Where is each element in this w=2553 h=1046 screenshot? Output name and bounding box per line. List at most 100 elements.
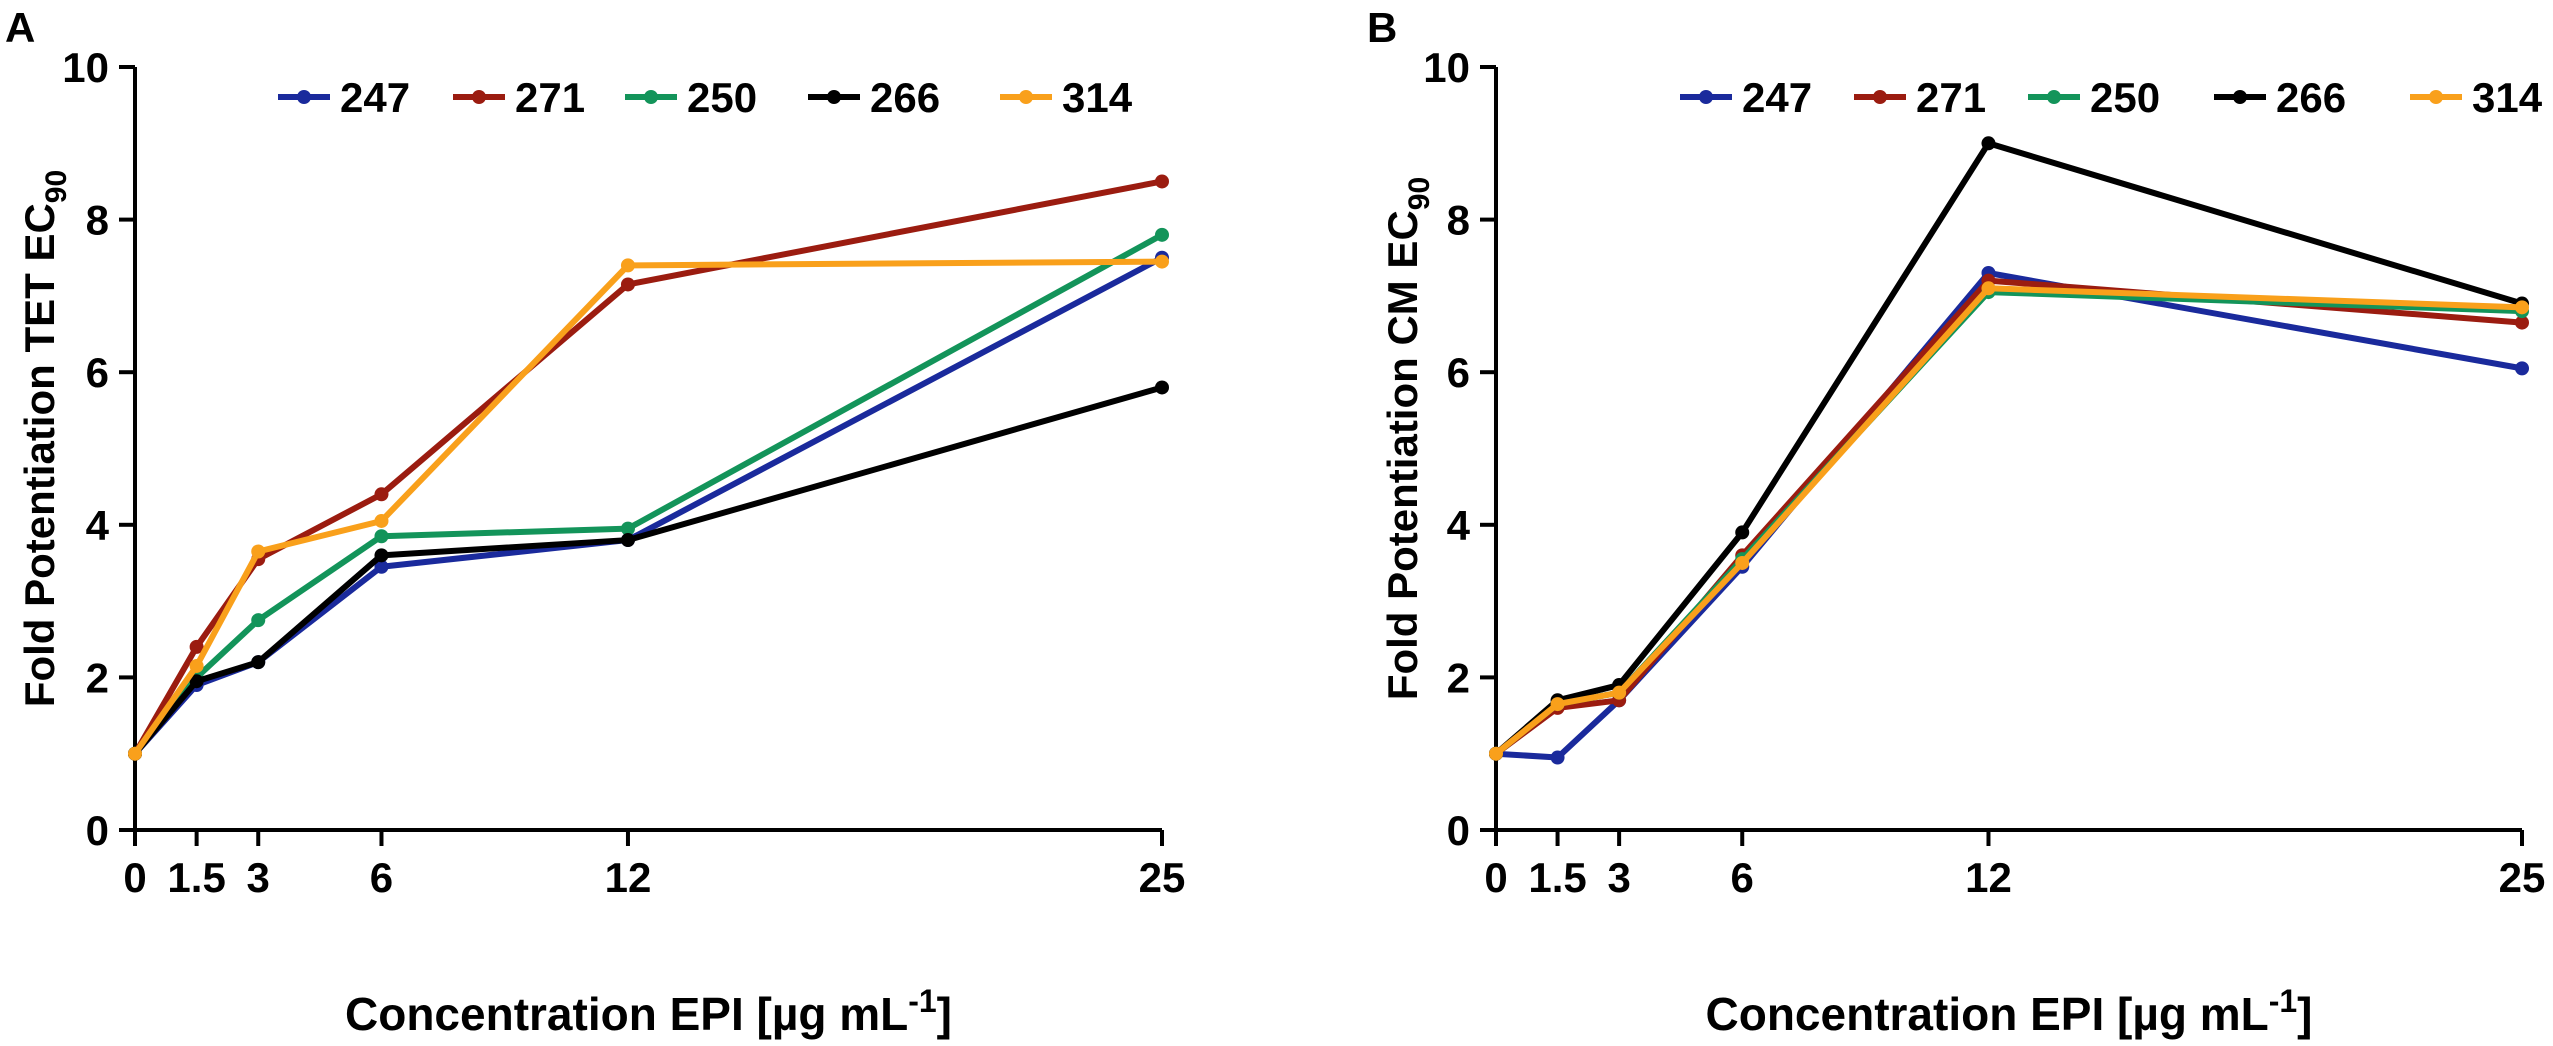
x-axis-title-superscript: -1	[2269, 983, 2297, 1019]
series-271	[1489, 273, 2529, 761]
data-point	[2515, 361, 2529, 376]
legend-entry-247: 247	[1680, 74, 1812, 121]
data-point	[620, 521, 635, 536]
y-axis-title-subscript: 90	[1403, 177, 1436, 210]
x-axis-title-close: ]	[937, 988, 952, 1040]
data-point	[251, 544, 266, 559]
y-tick-label: 2	[1447, 654, 1470, 701]
data-point	[1155, 254, 1169, 269]
legend-marker	[2233, 90, 2247, 104]
y-tick-label: 4	[1447, 502, 1471, 549]
legend-entry-271: 271	[453, 74, 585, 121]
legend-label: 271	[1916, 74, 1986, 121]
series-line	[1493, 285, 2525, 757]
legend-marker	[1699, 90, 1713, 104]
y-tick-label: 8	[86, 197, 109, 244]
data-point	[620, 277, 635, 292]
x-axis-title: Concentration EPI [µg mL-1]	[1706, 983, 2313, 1040]
x-tick-label: 1.5	[167, 854, 225, 901]
series-line	[1493, 289, 2525, 757]
legend-marker	[827, 90, 841, 104]
data-point	[374, 548, 389, 563]
data-point	[1735, 525, 1750, 540]
data-point	[1612, 685, 1627, 700]
legend-entry-266: 266	[808, 74, 940, 121]
y-tick-label: 4	[86, 502, 110, 549]
x-tick-label: 25	[2499, 854, 2546, 901]
x-axis-title-main: Concentration EPI [µg mL	[345, 988, 908, 1040]
y-axis-title-main: Fold Potentiation TET EC	[16, 203, 63, 707]
series-line	[132, 254, 1165, 757]
legend-entry-271: 271	[1854, 74, 1986, 121]
x-tick-label: 3	[247, 854, 270, 901]
x-tick-label: 12	[605, 854, 652, 901]
legend-marker	[1873, 90, 1887, 104]
data-point	[1155, 174, 1169, 189]
legend-label: 266	[2276, 74, 2346, 121]
legend-marker	[644, 90, 658, 104]
x-tick-label: 6	[1731, 854, 1754, 901]
legend-label: 271	[515, 74, 585, 121]
data-point	[2515, 315, 2529, 330]
data-point	[1550, 697, 1565, 712]
y-tick-label: 10	[62, 44, 109, 91]
legend-label: 266	[870, 74, 940, 121]
series-line	[132, 231, 1165, 757]
legend-label: 247	[340, 74, 410, 121]
x-axis-title-main: Concentration EPI [µg mL	[1706, 988, 2269, 1040]
series-247	[1489, 266, 2529, 765]
series-line	[1493, 277, 2525, 757]
y-tick-label: 8	[1447, 197, 1470, 244]
data-point	[128, 746, 142, 761]
data-point	[1155, 380, 1169, 395]
data-point	[189, 658, 204, 673]
x-tick-label: 12	[1965, 854, 2012, 901]
data-point	[251, 655, 266, 670]
y-axis-title-subscript: 90	[40, 170, 73, 203]
data-point	[1155, 227, 1169, 242]
data-point	[374, 513, 389, 528]
x-tick-label: 0	[123, 854, 146, 901]
data-point	[374, 529, 389, 544]
series-266	[128, 380, 1169, 761]
y-tick-label: 0	[86, 807, 109, 854]
panel-label: A	[5, 4, 35, 51]
legend-entry-250: 250	[625, 74, 757, 121]
series-314	[128, 254, 1169, 761]
series-250	[128, 227, 1169, 761]
y-tick-label: 0	[1447, 807, 1470, 854]
legend-marker	[2047, 90, 2061, 104]
data-point	[2515, 300, 2529, 315]
legend-entry-250: 250	[2028, 74, 2160, 121]
y-axis-title-main: Fold Potentiation CM EC	[1379, 210, 1426, 700]
y-tick-label: 6	[1447, 349, 1470, 396]
x-tick-label: 0	[1484, 854, 1507, 901]
legend-entry-314: 314	[2410, 74, 2543, 121]
data-point	[251, 613, 266, 628]
legend-marker	[2429, 90, 2443, 104]
series-line	[132, 384, 1165, 757]
legend-entry-266: 266	[2214, 74, 2346, 121]
y-axis-title: Fold Potentiation CM EC90	[1379, 177, 1436, 700]
x-axis-title-close: ]	[2297, 988, 2312, 1040]
legend-marker	[472, 90, 486, 104]
legend-marker	[297, 90, 311, 104]
legend-label: 314	[1062, 74, 1133, 121]
data-point	[1981, 136, 1996, 151]
data-point	[1735, 555, 1750, 570]
x-tick-label: 6	[370, 854, 393, 901]
x-tick-label: 1.5	[1528, 854, 1586, 901]
data-point	[620, 258, 635, 273]
legend-marker	[1019, 90, 1033, 104]
chart-panel-b: B 0 2 4 6 8 10 0 1.5 3 6 12 25 Fold Potentiation CM E…	[1367, 4, 2545, 1040]
y-tick-label: 2	[86, 654, 109, 701]
data-point	[620, 533, 635, 548]
data-point	[1489, 746, 1503, 761]
legend-entry-247: 247	[278, 74, 410, 121]
chart-panel-a: A 0 2 4 6 8 10 0 1.5 3 6 12 25 Fold Potentiation TET …	[5, 4, 1185, 1040]
legend-label: 250	[687, 74, 757, 121]
legend-label: 314	[2472, 74, 2543, 121]
series-line	[132, 258, 1165, 757]
legend-label: 247	[1742, 74, 1812, 121]
